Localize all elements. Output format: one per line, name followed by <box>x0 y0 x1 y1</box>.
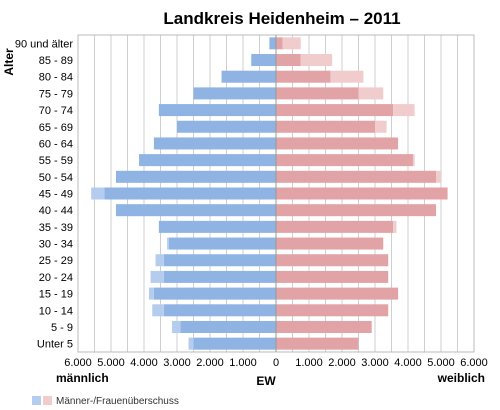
y-axis-label: Alter <box>2 48 16 76</box>
y-tick-label: 40 - 44 <box>39 205 73 217</box>
plot-area: 90 und älter 85 - 89 80 - 84 75 - 79 70 - 74… <box>15 34 488 369</box>
bar-female-surplus <box>358 87 384 100</box>
bar-male-surplus <box>148 287 154 300</box>
x-axis-label: EW <box>256 374 276 388</box>
bar-male <box>153 137 276 150</box>
y-tick-label: 60 - 64 <box>39 138 73 150</box>
y-tick-label: 5 - 9 <box>51 322 73 334</box>
bar-male <box>158 104 276 117</box>
legend-swatch-male-surplus <box>32 396 41 405</box>
x-tick-label: 5.000 <box>97 357 125 369</box>
bar-female <box>276 220 394 233</box>
bar-male-surplus <box>150 270 164 283</box>
bar-female <box>276 137 399 150</box>
x-tick-label: 6.000 <box>64 357 92 369</box>
bar-male-surplus <box>172 320 181 333</box>
y-tick-label: 65 - 69 <box>39 122 73 134</box>
bar-male <box>221 70 276 83</box>
bar-female <box>276 37 283 50</box>
x-tick-label: 4.000 <box>394 357 422 369</box>
y-tick-label: 10 - 14 <box>39 305 73 317</box>
x-tick-label: 1.000 <box>295 357 323 369</box>
bar-male-surplus <box>91 187 105 200</box>
bar-female <box>276 270 389 283</box>
bar-male <box>115 170 276 183</box>
bar-male <box>104 187 277 200</box>
x-tick-label: 5.000 <box>427 357 455 369</box>
y-tick-label: 35 - 39 <box>39 222 73 234</box>
y-tick-label: 20 - 24 <box>39 272 73 284</box>
y-tick-label: 55 - 59 <box>39 155 73 167</box>
bar-male <box>251 54 276 67</box>
bar-male <box>180 320 276 333</box>
y-tick-label: 85 - 89 <box>39 55 73 67</box>
bar-female-surplus <box>436 170 441 183</box>
y-tick-label: 90 und älter <box>15 38 73 50</box>
bar-female-surplus <box>393 104 415 117</box>
x-tick-label: 2.000 <box>196 357 224 369</box>
bar-female-surplus <box>375 120 387 133</box>
bar-female-surplus <box>330 70 364 83</box>
bar-female <box>276 187 448 200</box>
y-tick-label: 45 - 49 <box>39 189 73 201</box>
bar-female <box>276 70 331 83</box>
bar-female <box>276 104 394 117</box>
bar-male <box>153 287 276 300</box>
bar-male <box>115 204 276 217</box>
bar-male <box>177 120 276 133</box>
y-tick-label: 30 - 34 <box>39 239 73 251</box>
x-tick-label: 4.000 <box>130 357 158 369</box>
bar-female <box>276 87 359 100</box>
bar-male <box>163 304 276 317</box>
bar-female-surplus <box>282 37 301 50</box>
bar-male <box>139 154 276 167</box>
y-tick-label: 75 - 79 <box>39 88 73 100</box>
x-tick-label: 0 <box>273 357 279 369</box>
y-tick-label: 15 - 19 <box>39 289 73 301</box>
bar-female <box>276 304 389 317</box>
bar-male <box>269 37 276 50</box>
female-axis-label: weiblich <box>437 371 485 385</box>
bar-male <box>158 220 276 233</box>
bar-female <box>276 320 372 333</box>
bar-female-surplus <box>412 154 415 167</box>
bar-male-surplus <box>155 254 164 267</box>
bar-female <box>276 170 437 183</box>
bar-female <box>276 154 413 167</box>
y-tick-label: 70 - 74 <box>39 105 73 117</box>
bar-female <box>276 254 389 267</box>
x-tick-label: 2.000 <box>328 357 356 369</box>
x-tick-label: 6.000 <box>460 357 488 369</box>
bar-male <box>193 337 276 350</box>
bar-male <box>193 87 276 100</box>
bar-female <box>276 337 359 350</box>
y-tick-label: 50 - 54 <box>39 172 73 184</box>
x-tick-label: 3.000 <box>163 357 191 369</box>
y-tick-label: 25 - 29 <box>39 255 73 267</box>
bar-male-surplus <box>188 337 194 350</box>
bar-female-surplus <box>393 220 397 233</box>
bar-male <box>163 254 276 267</box>
y-tick-label: 80 - 84 <box>39 72 73 84</box>
bar-female <box>276 120 375 133</box>
bar-female-surplus <box>300 54 333 67</box>
bar-male-surplus <box>152 304 164 317</box>
chart-title: Landkreis Heidenheim – 2011 <box>163 9 400 28</box>
y-tick-label: Unter 5 <box>37 339 73 351</box>
bar-male-surplus <box>167 237 169 250</box>
legend-swatch-female-surplus <box>43 396 52 405</box>
legend-label: Männer-/Frauenüberschuss <box>56 396 179 407</box>
bar-female <box>276 287 399 300</box>
bar-female <box>276 237 384 250</box>
legend: Männer-/Frauenüberschuss <box>32 396 179 407</box>
bar-female <box>276 204 437 217</box>
bar-female <box>276 54 301 67</box>
male-axis-label: männlich <box>56 371 109 385</box>
bar-male <box>168 237 276 250</box>
bar-male <box>163 270 276 283</box>
x-tick-label: 3.000 <box>361 357 389 369</box>
x-tick-label: 1.000 <box>229 357 257 369</box>
